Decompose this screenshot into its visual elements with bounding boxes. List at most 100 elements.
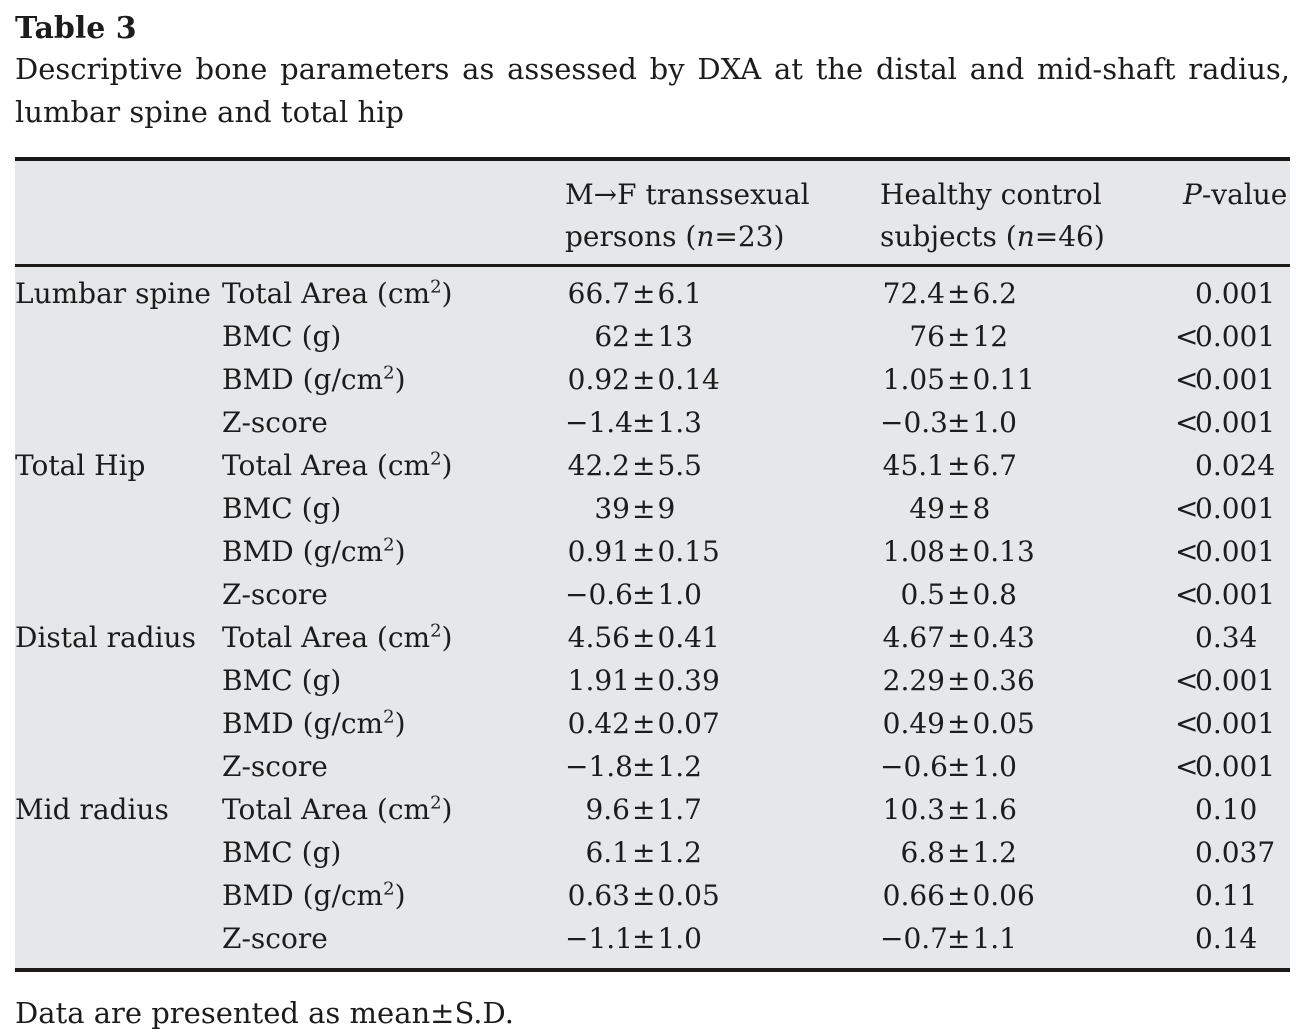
less-than-sign: < bbox=[1175, 664, 1199, 697]
p-value-number: 0.10 bbox=[1195, 793, 1258, 826]
p-value-number: 0.11 bbox=[1195, 879, 1258, 912]
value-cell-mf: −0.6±1.0 bbox=[565, 573, 880, 616]
value-cell-mf: 0.42±0.07 bbox=[565, 702, 880, 745]
p-value-cell: 0.024 bbox=[1175, 444, 1290, 487]
value-mean: 6.1 bbox=[585, 836, 630, 869]
region-cell bbox=[15, 401, 222, 444]
value-sd: 0.8 bbox=[972, 578, 1017, 611]
p-value-number: 0.001 bbox=[1195, 320, 1276, 353]
value-mean: 66.7 bbox=[567, 277, 630, 310]
less-than-sign: < bbox=[1175, 406, 1199, 439]
value-mean: −0.7 bbox=[880, 922, 948, 955]
value-sd: 1.1 bbox=[972, 922, 1017, 955]
less-than-sign: < bbox=[1175, 750, 1199, 783]
header-mf-line2: persons (n=23) bbox=[565, 220, 785, 253]
value-sd: 1.0 bbox=[972, 750, 1017, 783]
value-mean: 42.2 bbox=[567, 449, 630, 482]
value-mean: 45.1 bbox=[882, 449, 945, 482]
value-mean: 62 bbox=[594, 320, 630, 353]
region-cell bbox=[15, 702, 222, 745]
plus-minus-sign: ± bbox=[947, 922, 971, 955]
p-value-number: 0.34 bbox=[1195, 621, 1258, 654]
value-mean: −1.4 bbox=[565, 406, 633, 439]
value-mean: −1.1 bbox=[565, 922, 633, 955]
header-control-line1: Healthy control bbox=[880, 178, 1102, 211]
plus-minus-sign: ± bbox=[632, 879, 656, 912]
table-row: BMD (g/cm2) 0.91±0.15 1.08±0.13 <0.001 bbox=[15, 530, 1290, 573]
superscript: 2 bbox=[383, 878, 395, 900]
p-value-cell: <0.001 bbox=[1175, 573, 1290, 616]
value-mean: 0.66 bbox=[882, 879, 945, 912]
parameter-cell: BMC (g) bbox=[222, 492, 342, 525]
header-mf-line1: M→F transsexual bbox=[565, 178, 810, 211]
value-sd: 1.2 bbox=[657, 750, 702, 783]
value-mean: 1.91 bbox=[567, 664, 630, 697]
less-than-sign: < bbox=[1175, 320, 1199, 353]
superscript: 2 bbox=[430, 792, 442, 814]
parameter-cell: BMC (g) bbox=[222, 320, 342, 353]
plus-minus-sign: ± bbox=[947, 277, 971, 310]
p-value-number: 0.001 bbox=[1195, 492, 1276, 525]
plus-minus-sign: ± bbox=[632, 535, 656, 568]
parameter-cell: Z-score bbox=[222, 750, 328, 783]
value-mean: 6.8 bbox=[900, 836, 945, 869]
value-mean: −0.3 bbox=[880, 406, 948, 439]
table-row: Z-score −1.8±1.2 −0.6±1.0 <0.001 bbox=[15, 745, 1290, 788]
value-mean: 4.56 bbox=[567, 621, 630, 654]
value-mean: 0.91 bbox=[567, 535, 630, 568]
region-cell bbox=[15, 831, 222, 874]
value-cell-mf: 0.63±0.05 bbox=[565, 874, 880, 917]
p-value-cell: <0.001 bbox=[1175, 745, 1290, 788]
parameter-cell: Total Area (cm2) bbox=[222, 276, 453, 310]
plus-minus-sign: ± bbox=[632, 922, 656, 955]
parameter-cell: Total Area (cm2) bbox=[222, 448, 453, 482]
p-value-number: 0.037 bbox=[1195, 836, 1276, 869]
parameter-cell: Total Area (cm2) bbox=[222, 792, 453, 826]
parameter-cell: Total Area (cm2) bbox=[222, 620, 453, 654]
value-cell-mf: 0.92±0.14 bbox=[565, 358, 880, 401]
plus-minus-sign: ± bbox=[947, 535, 971, 568]
p-value-cell: <0.001 bbox=[1175, 358, 1290, 401]
value-sd: 0.43 bbox=[972, 621, 1035, 654]
value-mean: −0.6 bbox=[565, 578, 633, 611]
value-cell-control: 2.29±0.36 bbox=[880, 659, 1175, 702]
superscript: 2 bbox=[383, 362, 395, 384]
less-than-sign: < bbox=[1175, 535, 1199, 568]
region-cell bbox=[15, 487, 222, 530]
value-sd: 9 bbox=[657, 492, 676, 525]
p-value-cell: 0.34 bbox=[1175, 616, 1290, 659]
table-row: BMC (g) 6.1±1.2 6.8±1.2 0.037 bbox=[15, 831, 1290, 874]
plus-minus-sign: ± bbox=[947, 664, 971, 697]
value-sd: 0.13 bbox=[972, 535, 1035, 568]
value-sd: 6.1 bbox=[657, 277, 702, 310]
value-sd: 0.06 bbox=[972, 879, 1035, 912]
table-row: Z-score −1.1±1.0 −0.7±1.1 0.14 bbox=[15, 917, 1290, 960]
value-mean: −0.6 bbox=[880, 750, 948, 783]
region-cell bbox=[15, 659, 222, 702]
table-row: Distal radius Total Area (cm2) 4.56±0.41 4.… bbox=[15, 616, 1290, 659]
value-sd: 0.14 bbox=[657, 363, 720, 396]
value-sd: 1.6 bbox=[972, 793, 1017, 826]
table-row: BMC (g) 39±9 49±8 <0.001 bbox=[15, 487, 1290, 530]
value-sd: 8 bbox=[972, 492, 991, 525]
plus-minus-sign: ± bbox=[947, 793, 971, 826]
p-value-number: 0.001 bbox=[1195, 707, 1276, 740]
region-cell bbox=[15, 315, 222, 358]
value-mean: 0.49 bbox=[882, 707, 945, 740]
plus-minus-sign: ± bbox=[632, 449, 656, 482]
value-mean: 1.05 bbox=[882, 363, 945, 396]
p-value-cell: <0.001 bbox=[1175, 401, 1290, 444]
plus-minus-sign: ± bbox=[632, 277, 656, 310]
parameter-cell: BMD (g/cm2) bbox=[222, 362, 406, 396]
column-header-parameter bbox=[222, 174, 565, 258]
parameter-cell: Z-score bbox=[222, 578, 328, 611]
value-cell-mf: −1.4±1.3 bbox=[565, 401, 880, 444]
region-cell: Mid radius bbox=[15, 793, 169, 826]
plus-minus-sign: ± bbox=[947, 449, 971, 482]
plus-minus-sign: ± bbox=[947, 578, 971, 611]
plus-minus-sign: ± bbox=[947, 363, 971, 396]
p-value-number: 0.001 bbox=[1195, 578, 1276, 611]
plus-minus-sign: ± bbox=[632, 750, 656, 783]
value-cell-control: 10.3±1.6 bbox=[880, 788, 1175, 831]
parameter-cell: BMD (g/cm2) bbox=[222, 534, 406, 568]
